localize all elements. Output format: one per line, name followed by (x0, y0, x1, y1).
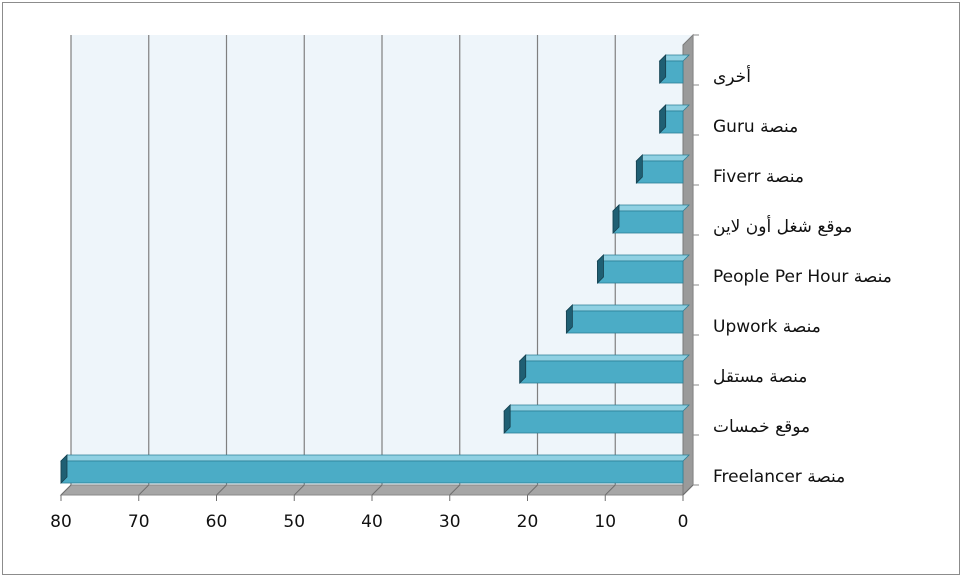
x-tick-label: 30 (439, 512, 461, 532)
bar-top (60, 454, 690, 462)
x-tick-label: 70 (128, 512, 150, 532)
bar-top (518, 354, 690, 362)
floor-tick (293, 484, 305, 496)
x-tick-label: 80 (50, 512, 72, 532)
x-tick-label: 0 (678, 512, 689, 532)
grid-lines (60, 35, 694, 496)
bar-end (659, 54, 667, 84)
bar-front (565, 310, 684, 334)
bar-top (503, 404, 690, 412)
bar (503, 404, 690, 434)
x-tick-label: 50 (283, 512, 305, 532)
chart-frame: 0 10 20 30 40 50 60 70 80 منصة Freelancer موقع خم… (2, 2, 960, 575)
x-tick-label: 40 (361, 512, 383, 532)
bar-front (60, 460, 684, 484)
floor-tick (604, 484, 616, 496)
bar-end (60, 454, 68, 484)
bar-front (635, 160, 684, 184)
floor-tick (216, 484, 227, 496)
bar-top (565, 304, 690, 312)
floor-tick (138, 484, 150, 496)
category-labels: منصة Freelancer موقع خمسات منصة مستقل منصة … (713, 65, 892, 487)
bar (518, 354, 690, 384)
bar-top (635, 154, 690, 162)
bar (565, 304, 690, 334)
bar-front (503, 410, 684, 434)
floor-tick (60, 484, 72, 496)
bar-chart: 0 10 20 30 40 50 60 70 80 منصة Freelancer موقع خم… (50, 33, 892, 532)
category-label: أخرى (713, 65, 751, 87)
bar-end (565, 304, 573, 334)
category-label: منصة Fiverr (713, 167, 804, 187)
bar-top (596, 254, 690, 262)
bar-front (519, 360, 684, 384)
bar (635, 154, 690, 184)
bars (60, 54, 690, 484)
floor-tick (527, 484, 538, 496)
bar-end (503, 404, 511, 434)
category-label: منصة مستقل (713, 367, 807, 387)
x-tick-label: 10 (594, 512, 616, 532)
bar-end (659, 104, 667, 134)
bar-end (597, 254, 604, 284)
bar-end (635, 154, 643, 184)
bar-front (612, 210, 684, 234)
bar (658, 104, 690, 134)
category-label: منصة People Per Hour (713, 267, 892, 287)
side-wall (682, 33, 694, 497)
category-label: منصة Upwork (713, 317, 821, 337)
floor-tick (682, 484, 694, 496)
category-label: منصة Guru (713, 117, 798, 137)
bar-front (597, 260, 684, 284)
bar (658, 54, 690, 84)
bar (60, 454, 690, 484)
category-label: موقع شغل أون لاين (713, 215, 852, 237)
bar (612, 204, 690, 234)
floor-tick (449, 484, 461, 496)
floor-tick (371, 484, 383, 496)
bar-end (612, 204, 620, 234)
bar (596, 254, 690, 284)
bar-top (612, 204, 690, 212)
x-tick-labels: 0 10 20 30 40 50 60 70 80 (50, 512, 688, 532)
x-tick-label: 60 (206, 512, 228, 532)
x-tick-label: 20 (517, 512, 539, 532)
category-label: منصة Freelancer (713, 467, 845, 487)
bar-end (519, 354, 527, 384)
category-label: موقع خمسات (713, 417, 810, 437)
axes (60, 34, 699, 501)
